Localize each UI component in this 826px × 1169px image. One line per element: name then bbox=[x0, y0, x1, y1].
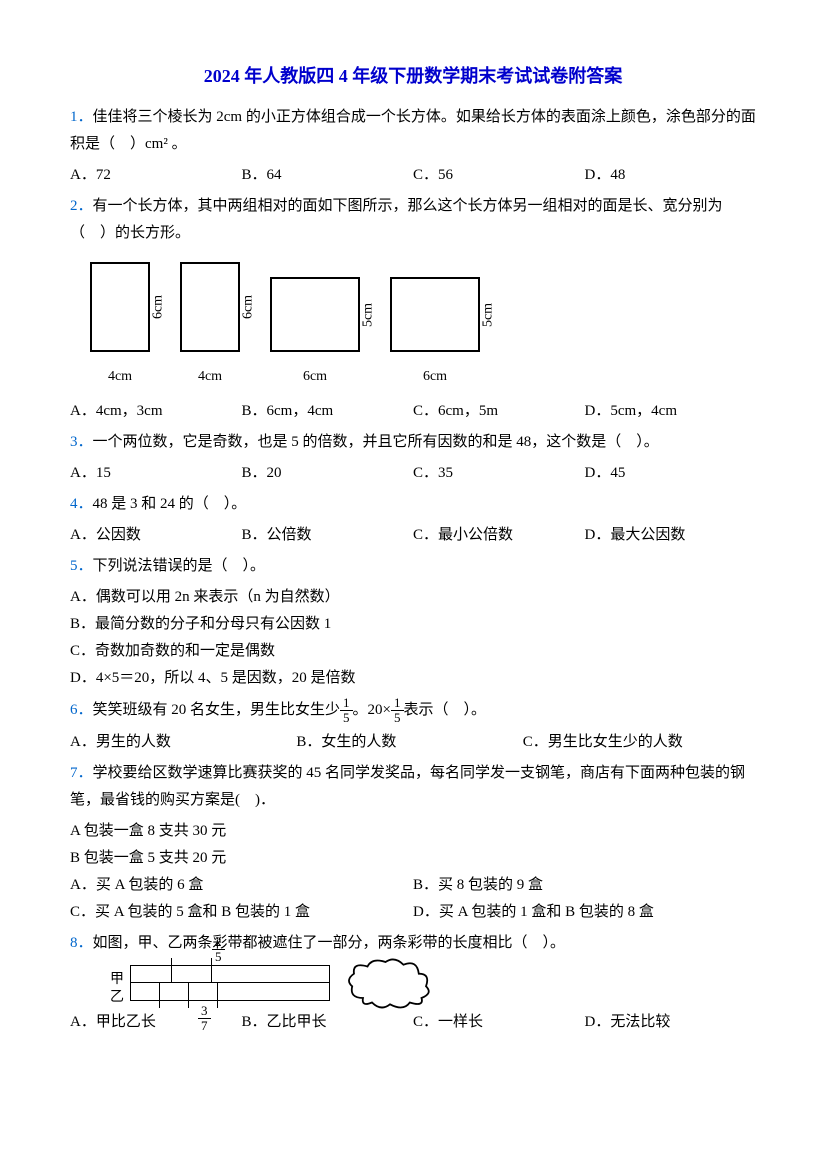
q1-number: 1． bbox=[70, 109, 93, 125]
question-3: 3．一个两位数，它是奇数，也是 5 的倍数，并且它所有因数的和是 48，这个数是… bbox=[70, 429, 756, 456]
q7-opt-b: B．买 8 包装的 9 盒 bbox=[413, 872, 756, 899]
q8-options: A．甲比乙长 B．乙比甲长 C．一样长 D．无法比较 bbox=[70, 1009, 756, 1036]
q6-opt-b: B．女生的人数 bbox=[296, 729, 522, 756]
q2-text: 有一个长方体，其中两组相对的面如下图所示，那么这个长方体另一组相对的面是长、宽分… bbox=[70, 198, 723, 241]
q2-diagrams: 6cm4cm 6cm4cm 5cm6cm 5cm6cm bbox=[90, 262, 756, 389]
q8-top-fraction: 25 bbox=[212, 935, 225, 965]
q7-text: 学校要给区数学速算比赛获奖的 45 名同学发奖品，每名同学发一支钢笔，商店有下面… bbox=[70, 765, 745, 808]
q8-opt-b: B．乙比甲长 bbox=[242, 1009, 414, 1036]
q4-opt-b: B．公倍数 bbox=[242, 522, 414, 549]
q7-line-a: A 包装一盒 8 支共 30 元 bbox=[70, 818, 756, 845]
question-6: 6．笑笑班级有 20 名女生，男生比女生少15。20×15表示（ ）。 bbox=[70, 696, 756, 726]
q1-opt-c: C．56 bbox=[413, 162, 585, 189]
q5-options: A．偶数可以用 2n 来表示（n 为自然数） B．最简分数的分子和分母只有公因数… bbox=[70, 584, 756, 692]
q6-text-b: 。20× bbox=[353, 702, 391, 718]
question-7: 7．学校要给区数学速算比赛获奖的 45 名同学发奖品，每名同学发一支钢笔，商店有… bbox=[70, 760, 756, 814]
q2-opt-d: D．5cm，4cm bbox=[585, 398, 757, 425]
q8-opt-a: A．甲比乙长 bbox=[70, 1009, 242, 1036]
q7-number: 7． bbox=[70, 765, 93, 781]
q2-number: 2． bbox=[70, 198, 93, 214]
q8-opt-c: C．一样长 bbox=[413, 1009, 585, 1036]
q3-number: 3． bbox=[70, 434, 93, 450]
q6-options: A．男生的人数 B．女生的人数 C．男生比女生少的人数 bbox=[70, 729, 756, 756]
q6-opt-c: C．男生比女生少的人数 bbox=[523, 729, 756, 756]
q3-options: A．15 B．20 C．35 D．45 bbox=[70, 460, 756, 487]
q8-diagram: 25 甲 乙 37 bbox=[130, 965, 410, 1001]
q2-rect-1: 6cm4cm bbox=[180, 262, 240, 389]
question-4: 4．48 是 3 和 24 的（ ）。 bbox=[70, 491, 756, 518]
q7-opt-d: D．买 A 包装的 1 盒和 B 包装的 8 盒 bbox=[413, 899, 756, 926]
q6-frac-1: 15 bbox=[340, 696, 353, 726]
q5-opt-d: D．4×5＝20，所以 4、5 是因数，20 是倍数 bbox=[70, 665, 756, 692]
q5-opt-a: A．偶数可以用 2n 来表示（n 为自然数） bbox=[70, 584, 756, 611]
q2-options: A．4cm，3cm B．6cm，4cm C．6cm，5m D．5cm，4cm bbox=[70, 398, 756, 425]
q7-options: A．买 A 包装的 6 盒 B．买 8 包装的 9 盒 C．买 A 包装的 5 … bbox=[70, 872, 756, 926]
q5-number: 5． bbox=[70, 558, 93, 574]
q2-opt-b: B．6cm，4cm bbox=[242, 398, 414, 425]
q2-rect-2: 5cm6cm bbox=[270, 277, 360, 389]
q1-opt-a: A．72 bbox=[70, 162, 242, 189]
question-8: 8．如图，甲、乙两条彩带都被遮住了一部分，两条彩带的长度相比（ ）。 bbox=[70, 930, 756, 957]
q1-text: 佳佳将三个棱长为 2cm 的小正方体组合成一个长方体。如果给长方体的表面涂上颜色… bbox=[70, 109, 756, 152]
q4-opt-c: C．最小公倍数 bbox=[413, 522, 585, 549]
document-title: 2024 年人教版四 4 年级下册数学期末考试试卷附答案 bbox=[70, 60, 756, 92]
q3-opt-a: A．15 bbox=[70, 460, 242, 487]
q3-text: 一个两位数，它是奇数，也是 5 的倍数，并且它所有因数的和是 48，这个数是（ … bbox=[93, 434, 659, 450]
q8-text: 如图，甲、乙两条彩带都被遮住了一部分，两条彩带的长度相比（ ）。 bbox=[93, 935, 566, 951]
q3-opt-d: D．45 bbox=[585, 460, 757, 487]
q4-text: 48 是 3 和 24 的（ ）。 bbox=[93, 496, 247, 512]
q1-options: A．72 B．64 C．56 D．48 bbox=[70, 162, 756, 189]
q2-rect-0: 6cm4cm bbox=[90, 262, 150, 389]
q3-opt-b: B．20 bbox=[242, 460, 414, 487]
q5-opt-b: B．最简分数的分子和分母只有公因数 1 bbox=[70, 611, 756, 638]
q4-opt-a: A．公因数 bbox=[70, 522, 242, 549]
q8-opt-d: D．无法比较 bbox=[585, 1009, 757, 1036]
q2-rect-3: 5cm6cm bbox=[390, 277, 480, 389]
q4-number: 4． bbox=[70, 496, 93, 512]
q6-number: 6． bbox=[70, 702, 93, 718]
q2-opt-c: C．6cm，5m bbox=[413, 398, 585, 425]
q1-opt-d: D．48 bbox=[585, 162, 757, 189]
question-5: 5．下列说法错误的是（ ）。 bbox=[70, 553, 756, 580]
q6-text-a: 笑笑班级有 20 名女生，男生比女生少 bbox=[93, 702, 341, 718]
q6-text-c: 表示（ ）。 bbox=[404, 702, 487, 718]
q8-bottom-fraction: 37 bbox=[198, 1004, 211, 1034]
q7-line-b: B 包装一盒 5 支共 20 元 bbox=[70, 845, 756, 872]
question-2: 2．有一个长方体，其中两组相对的面如下图所示，那么这个长方体另一组相对的面是长、… bbox=[70, 193, 756, 247]
q5-text: 下列说法错误的是（ ）。 bbox=[93, 558, 266, 574]
q7-opt-c: C．买 A 包装的 5 盒和 B 包装的 1 盒 bbox=[70, 899, 413, 926]
q2-opt-a: A．4cm，3cm bbox=[70, 398, 242, 425]
question-1: 1．佳佳将三个棱长为 2cm 的小正方体组合成一个长方体。如果给长方体的表面涂上… bbox=[70, 104, 756, 158]
q8-number: 8． bbox=[70, 935, 93, 951]
cloud-icon bbox=[345, 957, 435, 1012]
q4-options: A．公因数 B．公倍数 C．最小公倍数 D．最大公因数 bbox=[70, 522, 756, 549]
q1-opt-b: B．64 bbox=[242, 162, 414, 189]
q6-opt-a: A．男生的人数 bbox=[70, 729, 296, 756]
q4-opt-d: D．最大公因数 bbox=[585, 522, 757, 549]
q3-opt-c: C．35 bbox=[413, 460, 585, 487]
q7-opt-a: A．买 A 包装的 6 盒 bbox=[70, 872, 413, 899]
q6-frac-2: 15 bbox=[391, 696, 404, 726]
q8-strip-bottom bbox=[130, 983, 330, 1001]
q8-label-yi: 乙 bbox=[110, 985, 124, 1010]
q5-opt-c: C．奇数加奇数的和一定是偶数 bbox=[70, 638, 756, 665]
q8-strip-top bbox=[130, 965, 330, 983]
